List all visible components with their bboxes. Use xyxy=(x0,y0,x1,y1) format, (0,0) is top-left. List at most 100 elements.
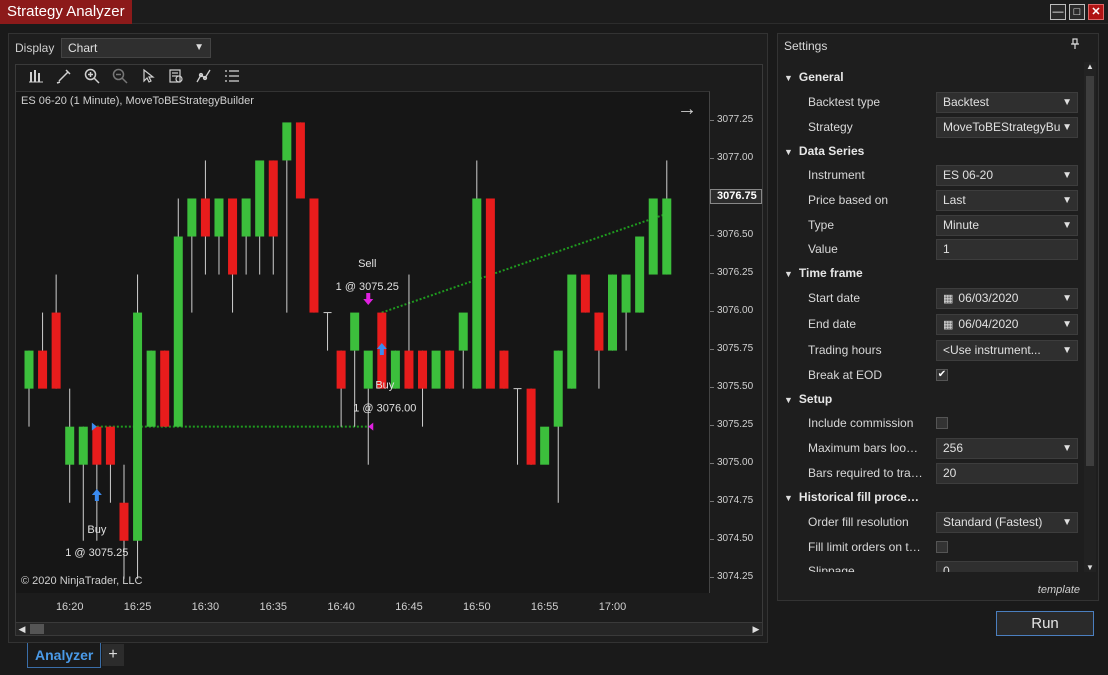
entry-tick-icon xyxy=(91,422,97,431)
time-axis[interactable]: 16:20 16:25 16:30 16:35 16:40 16:45 16:50 16:55… xyxy=(16,593,710,623)
price-based-on-select[interactable]: Last ▼ xyxy=(936,190,1078,211)
buy-arrow-icon xyxy=(376,343,387,355)
chevron-down-icon: ▼ xyxy=(1062,517,1072,528)
section-general[interactable]: ▼ General xyxy=(784,70,844,84)
pin-icon[interactable] xyxy=(1070,38,1080,53)
candle-body xyxy=(146,350,156,427)
chart-toolbar xyxy=(16,65,762,91)
display-select[interactable]: Chart ▼ xyxy=(61,38,211,58)
pencil-icon[interactable] xyxy=(54,68,74,88)
add-tab-button[interactable]: + xyxy=(102,644,124,666)
section-data-series[interactable]: ▼ Data Series xyxy=(784,144,865,158)
bars-required-input[interactable]: 20 xyxy=(936,463,1078,484)
strategy-select[interactable]: MoveToBEStrategyBu ▼ xyxy=(936,117,1078,138)
property-grid: ▼ General Backtest type Backtest ▼ Strateg… xyxy=(778,62,1084,572)
candle-body xyxy=(24,350,34,389)
order-fill-select[interactable]: Standard (Fastest) ▼ xyxy=(936,512,1078,533)
price-tick-label: 3074.75 xyxy=(709,494,754,506)
candle-body xyxy=(458,312,468,351)
price-axis[interactable]: 3077.25 3077.00 3076.75 3076.50 3076.25 3076.… xyxy=(709,91,762,593)
display-select-value: Chart xyxy=(68,41,98,55)
chart-horizontal-scrollbar[interactable]: ◀ ▶ xyxy=(15,622,763,636)
candle-body xyxy=(662,198,672,275)
collapse-icon: ▼ xyxy=(784,395,793,405)
scroll-up-icon[interactable]: ▲ xyxy=(1086,62,1094,71)
bar-type-icon[interactable] xyxy=(26,68,46,88)
price-tick-label: 3075.75 xyxy=(709,342,754,354)
scroll-to-latest-icon[interactable]: → xyxy=(677,98,697,120)
settings-scrollbar[interactable]: ▲ ▼ xyxy=(1084,62,1096,572)
backtest-type-select[interactable]: Backtest ▼ xyxy=(936,92,1078,113)
trading-hours-select[interactable]: <Use instrument... ▼ xyxy=(936,340,1078,361)
trading-hours-label: Trading hours xyxy=(808,343,882,357)
max-bars-label: Maximum bars loo… xyxy=(808,441,919,455)
buy-label: Buy xyxy=(87,524,106,536)
maximize-button[interactable]: □ xyxy=(1069,4,1085,20)
template-link[interactable]: template xyxy=(1037,584,1080,596)
time-tick-label: 16:45 xyxy=(395,601,423,613)
candle-body xyxy=(499,350,509,389)
candle-body xyxy=(78,426,88,465)
pointer-icon[interactable] xyxy=(138,68,158,88)
value-input[interactable]: 1 xyxy=(936,239,1078,260)
candle-body xyxy=(200,198,210,237)
instrument-select[interactable]: ES 06-20 ▼ xyxy=(936,165,1078,186)
candle-body xyxy=(105,426,115,465)
copyright-text: © 2020 NinjaTrader, LLC xyxy=(21,575,143,587)
tab-analyzer[interactable]: Analyzer xyxy=(27,643,102,668)
price-tick-label: 3076.50 xyxy=(709,228,754,240)
start-date-label: Start date xyxy=(808,291,861,305)
candle-body xyxy=(621,274,631,313)
run-button[interactable]: Run xyxy=(996,611,1094,636)
candle-body xyxy=(38,350,48,389)
candle-body xyxy=(51,312,61,389)
display-label: Display xyxy=(15,41,55,55)
indicators-icon[interactable] xyxy=(194,68,214,88)
start-date-picker[interactable]: ▦ 06/03/2020 ▼ xyxy=(936,288,1078,309)
candle-body xyxy=(540,426,550,465)
zoom-out-icon[interactable] xyxy=(110,68,130,88)
settings-scroll-thumb[interactable] xyxy=(1086,76,1094,466)
candle-body xyxy=(282,122,292,161)
scroll-left-icon[interactable]: ◀ xyxy=(18,624,26,634)
zoom-in-icon[interactable] xyxy=(82,68,102,88)
candle-body xyxy=(255,160,265,237)
properties-list-icon[interactable] xyxy=(222,68,242,88)
candle-body xyxy=(214,198,224,237)
time-tick-label: 16:40 xyxy=(327,601,355,613)
price-plot[interactable]: Buy 1 @ 3075.25 Sell 1 @ 3075.25 Buy 1 @ 3076… xyxy=(16,91,710,593)
candle-body xyxy=(119,502,129,541)
instrument-label: Instrument xyxy=(808,168,865,182)
chevron-down-icon: ▼ xyxy=(1062,443,1072,454)
value-label: Value xyxy=(808,242,838,256)
sell-qty-label: 1 @ 3075.25 xyxy=(336,281,399,293)
break-at-eod-checkbox[interactable]: ✔ xyxy=(936,369,948,381)
fill-limit-label: Fill limit orders on t… xyxy=(808,540,921,554)
candle-body xyxy=(92,426,102,465)
price-tick-label: 3077.25 xyxy=(709,114,754,126)
slippage-input[interactable]: 0 xyxy=(936,561,1078,572)
section-setup[interactable]: ▼ Setup xyxy=(784,392,833,406)
price-tick-label: 3075.00 xyxy=(709,456,754,468)
include-commission-checkbox[interactable] xyxy=(936,417,948,429)
type-select[interactable]: Minute ▼ xyxy=(936,215,1078,236)
scroll-down-icon[interactable]: ▼ xyxy=(1086,563,1094,572)
candle-body xyxy=(418,350,428,389)
window-title: Strategy Analyzer xyxy=(0,0,132,24)
buy-qty-label: 1 @ 3076.00 xyxy=(353,402,416,414)
max-bars-select[interactable]: 256 ▼ xyxy=(936,438,1078,459)
minimize-button[interactable]: — xyxy=(1050,4,1066,20)
end-date-picker[interactable]: ▦ 06/04/2020 ▼ xyxy=(936,314,1078,335)
data-box-icon[interactable] xyxy=(166,68,186,88)
fill-limit-checkbox[interactable] xyxy=(936,541,948,553)
section-historical-fill[interactable]: ▼ Historical fill proce… xyxy=(784,490,919,504)
price-tick-label: 3077.00 xyxy=(709,152,754,164)
series-title: ES 06-20 (1 Minute), MoveToBEStrategyBui… xyxy=(21,95,254,107)
price-tick-label: 3076.25 xyxy=(709,266,754,278)
scroll-right-icon[interactable]: ▶ xyxy=(752,624,760,634)
section-time-frame[interactable]: ▼ Time frame xyxy=(784,266,863,280)
scroll-thumb[interactable] xyxy=(30,624,44,634)
break-at-eod-label: Break at EOD xyxy=(808,368,883,382)
close-button[interactable]: ✕ xyxy=(1088,4,1104,20)
calendar-icon: ▦ xyxy=(943,319,954,331)
